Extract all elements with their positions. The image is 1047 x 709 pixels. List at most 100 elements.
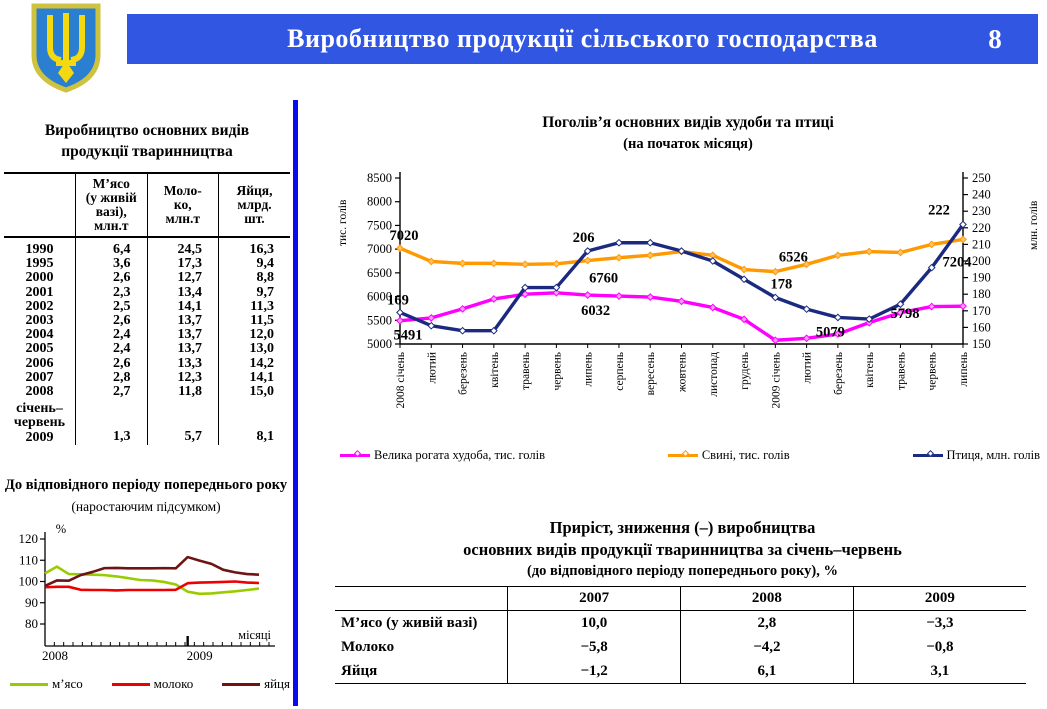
svg-text:6500: 6500 (367, 266, 392, 280)
svg-text:лютий: лютий (802, 352, 814, 384)
table-cell: 2006 (25, 355, 54, 371)
table-cell: 15,0 (218, 384, 290, 400)
table-cell: 2,8 (75, 370, 147, 386)
column-header: Яйця, млрд. шт. (218, 172, 290, 238)
svg-text:178: 178 (770, 277, 792, 293)
table-cell: 2,3 (75, 285, 147, 300)
table-cell: 2004 (25, 327, 54, 343)
svg-text:%: % (56, 524, 66, 536)
svg-text:квітень: квітень (864, 352, 876, 388)
table-cell: −1,2 (507, 659, 681, 684)
svg-text:5500: 5500 (367, 313, 392, 327)
growth-table-wrap: 2007 2008 2009 М’ясо (у живій вазі) 10,0 2,8−… (335, 586, 1026, 684)
svg-text:листопад: листопад (708, 352, 720, 397)
livestock-chart-subtitle: (на початок місяця) (623, 136, 753, 152)
meat-line-swatch (10, 682, 48, 686)
svg-text:6526: 6526 (779, 250, 808, 266)
svg-text:травень: травень (520, 352, 532, 390)
eggs-line-swatch (222, 682, 261, 686)
table-cell: 12,7 (146, 271, 219, 286)
column-header: 2007 (507, 586, 681, 611)
svg-text:7500: 7500 (367, 218, 392, 232)
header-bar (127, 14, 1038, 64)
table-cell: 2000 (25, 270, 54, 286)
svg-text:8500: 8500 (367, 171, 392, 185)
table-cell: 16,3 (218, 237, 290, 258)
table-row: 2003 2,6 13,7 11,5 (4, 313, 290, 329)
table-cell: 10,0 (507, 610, 681, 635)
table-cell: 13,4 (146, 285, 219, 300)
svg-text:вересень: вересень (645, 352, 657, 395)
table-cell: 14,1 (146, 299, 219, 315)
legend-item-eggs: яйця (222, 676, 290, 692)
table-cell: 1995 (25, 256, 54, 272)
table-cell: 2003 (25, 313, 54, 329)
table-cell: Яйця (335, 659, 508, 684)
table-cell: 2008 (25, 384, 54, 400)
column-header: 2009 (852, 586, 1026, 611)
livestock-line-chart: 5000 5500 6000 6500 7000 7500 8000 8500 150 160 17… (337, 171, 1040, 408)
table-cell: 13,7 (146, 313, 219, 329)
table-row: 2001 2,3 13,4 9,7 (4, 285, 290, 300)
series-1 (396, 235, 967, 276)
growth-table-title-3: (до відповідного періоду попереднього ро… (527, 563, 838, 579)
growth-table: 2007 2008 2009 М’ясо (у живій вазі) 10,0 2,8−… (335, 586, 1026, 684)
svg-text:млн. голів: млн. голів (1028, 200, 1040, 250)
table-cell: 12,0 (218, 328, 290, 343)
svg-text:березень: березень (458, 352, 470, 395)
svg-text:жовтень: жовтень (677, 352, 689, 393)
svg-text:квітень: квітень (489, 352, 501, 388)
table-cell: 13,7 (146, 328, 219, 343)
series-2 (396, 220, 967, 335)
svg-text:2009 січень: 2009 січень (770, 352, 782, 408)
table-cell: 1990 (25, 242, 54, 257)
growth-table-title-1: Приріст, зниження (–) виробництва (549, 518, 816, 537)
column-header: 2008 (680, 586, 854, 611)
svg-text:206: 206 (573, 230, 595, 246)
svg-text:6760: 6760 (589, 271, 618, 287)
table-cell: 2007 (25, 369, 54, 385)
svg-text:тис. голів: тис. голів (337, 199, 349, 246)
table-row: 2006 2,6 13,3 14,2 (4, 355, 290, 371)
table-row: 2008 2,7 11,8 15,0 (4, 384, 290, 400)
table-cell: 9,7 (218, 285, 290, 300)
table-cell: 3,6 (75, 257, 147, 272)
table-cell: 17,3 (146, 257, 219, 272)
svg-text:серпень: серпень (614, 352, 626, 391)
table-cell: 11,3 (218, 299, 290, 315)
slide-title: Виробництво продукції сільського господа… (287, 24, 878, 53)
svg-text:180: 180 (972, 287, 991, 301)
svg-text:червень: червень (927, 352, 939, 391)
table-row: 2000 2,6 12,7 8,8 (4, 270, 290, 286)
table-cell: 2,4 (75, 328, 147, 343)
svg-text:222: 222 (928, 202, 950, 218)
table-cell: 2,6 (75, 356, 147, 371)
table-cell: 6,1 (680, 659, 854, 684)
svg-text:7000: 7000 (367, 242, 392, 256)
table-cell: 2,5 (75, 299, 147, 315)
table-row: Яйця −1,2 6,1 3,1 (335, 659, 1026, 684)
svg-text:6032: 6032 (581, 303, 610, 319)
svg-text:170: 170 (972, 304, 991, 318)
pigs-line-swatch (667, 449, 698, 458)
svg-text:120: 120 (19, 531, 39, 546)
livestock-chart-legend: Велика рогата худоба, тис. голів Свині, … (340, 448, 1040, 463)
table-cell: 2002 (25, 298, 54, 314)
svg-text:липень: липень (958, 352, 970, 387)
svg-text:5000: 5000 (367, 337, 392, 351)
svg-text:190: 190 (972, 271, 991, 285)
svg-text:липень: липень (583, 352, 595, 387)
table-cell: 8,1 (218, 399, 290, 445)
svg-text:110: 110 (19, 552, 38, 567)
coat-of-arms-ukraine-icon (28, 3, 104, 98)
table-cell: −3,3 (852, 610, 1026, 635)
svg-text:200: 200 (972, 254, 991, 268)
svg-text:2009: 2009 (187, 648, 213, 663)
growth-table-title-2: основних видів продукції тваринництва за… (463, 540, 902, 559)
table-cell: 12,3 (146, 370, 219, 386)
table-cell: −4,2 (680, 635, 854, 659)
svg-text:210: 210 (972, 237, 991, 251)
table-cell: 3,1 (852, 659, 1026, 684)
svg-text:місяці: місяці (238, 628, 271, 642)
milk-line-swatch (111, 682, 150, 686)
